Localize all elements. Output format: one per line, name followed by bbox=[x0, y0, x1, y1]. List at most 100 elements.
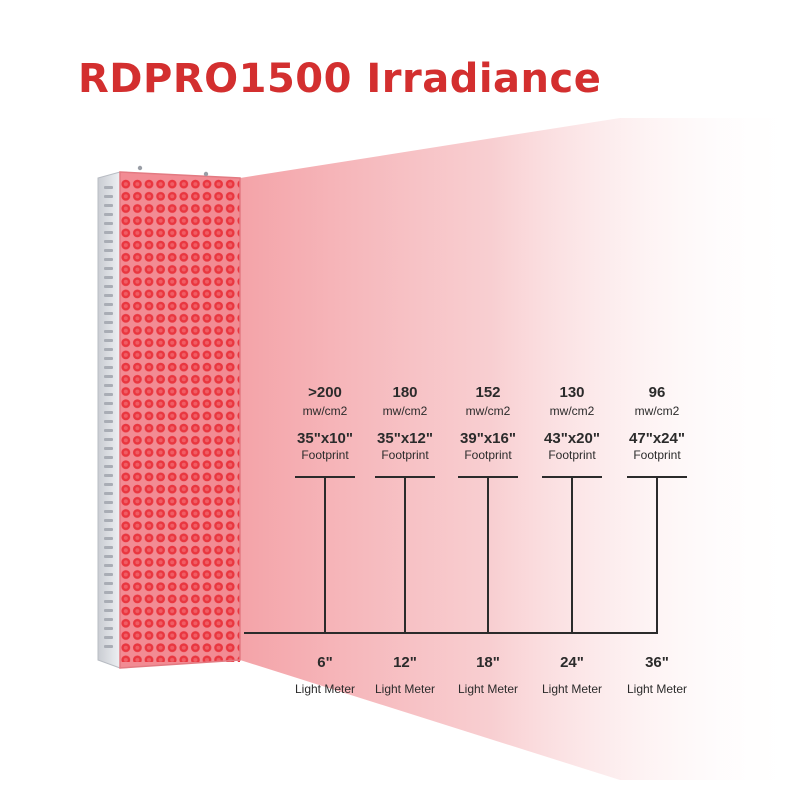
vent-slot bbox=[104, 321, 113, 324]
vent-slot bbox=[104, 222, 113, 225]
vent-slot bbox=[104, 546, 113, 549]
footprint-size: 35"x10" bbox=[297, 430, 353, 447]
vent-slot bbox=[104, 528, 113, 531]
vent-slot bbox=[104, 618, 113, 621]
distance-marker-line bbox=[656, 477, 658, 634]
irradiance-unit: mw/cm2 bbox=[382, 404, 428, 418]
vent-slot bbox=[104, 186, 113, 189]
led-array bbox=[120, 178, 240, 662]
footprint-size: 43"x20" bbox=[544, 430, 600, 447]
panel-vents bbox=[104, 186, 113, 648]
measurement-column: 130 mw/cm2 43"x20" Footprint bbox=[512, 384, 632, 462]
distance-column: 12" Light Meter bbox=[345, 654, 465, 696]
vent-slot bbox=[104, 231, 113, 234]
vent-slot bbox=[104, 249, 113, 252]
vent-slot bbox=[104, 510, 113, 513]
vent-slot bbox=[104, 501, 113, 504]
light-meter-label: Light Meter bbox=[374, 682, 436, 696]
light-meter-label: Light Meter bbox=[541, 682, 603, 696]
vent-slot bbox=[104, 519, 113, 522]
footprint-label: Footprint bbox=[548, 448, 596, 462]
distance-value: 24" bbox=[560, 654, 584, 671]
vent-slot bbox=[104, 267, 113, 270]
footprint-size: 39"x16" bbox=[460, 430, 516, 447]
vent-slot bbox=[104, 240, 113, 243]
vent-slot bbox=[104, 339, 113, 342]
vent-slot bbox=[104, 483, 113, 486]
vent-slot bbox=[104, 627, 113, 630]
vent-slot bbox=[104, 447, 113, 450]
irradiance-value: 96 bbox=[648, 384, 666, 401]
measurement-column: >200 mw/cm2 35"x10" Footprint bbox=[265, 384, 385, 462]
vent-slot bbox=[104, 645, 113, 648]
distance-column: 24" Light Meter bbox=[512, 654, 632, 696]
light-meter-label: Light Meter bbox=[294, 682, 356, 696]
irradiance-unit: mw/cm2 bbox=[465, 404, 511, 418]
vent-slot bbox=[104, 276, 113, 279]
vent-slot bbox=[104, 357, 113, 360]
vent-slot bbox=[104, 384, 113, 387]
irradiance-value: 130 bbox=[559, 384, 585, 401]
measurement-column: 152 mw/cm2 39"x16" Footprint bbox=[428, 384, 548, 462]
vent-slot bbox=[104, 636, 113, 639]
vent-slot bbox=[104, 312, 113, 315]
vent-slot bbox=[104, 375, 113, 378]
vent-slot bbox=[104, 609, 113, 612]
distance-value: 36" bbox=[645, 654, 669, 671]
vent-slot bbox=[104, 573, 113, 576]
vent-slot bbox=[104, 303, 113, 306]
distance-marker-line bbox=[487, 477, 489, 634]
vent-slot bbox=[104, 474, 113, 477]
footprint-label: Footprint bbox=[633, 448, 681, 462]
measurement-column: 180 mw/cm2 35"x12" Footprint bbox=[345, 384, 465, 462]
vent-slot bbox=[104, 213, 113, 216]
vent-slot bbox=[104, 420, 113, 423]
vent-slot bbox=[104, 555, 113, 558]
irradiance-value: 180 bbox=[392, 384, 418, 401]
distance-column: 18" Light Meter bbox=[428, 654, 548, 696]
vent-slot bbox=[104, 348, 113, 351]
irradiance-value: >200 bbox=[308, 384, 342, 401]
vent-slot bbox=[104, 366, 113, 369]
vent-slot bbox=[104, 537, 113, 540]
vent-slot bbox=[104, 600, 113, 603]
vent-slot bbox=[104, 258, 113, 261]
distance-value: 6" bbox=[317, 654, 333, 671]
vent-slot bbox=[104, 465, 113, 468]
vent-slot bbox=[104, 492, 113, 495]
footprint-size: 47"x24" bbox=[629, 430, 685, 447]
vent-slot bbox=[104, 393, 113, 396]
footprint-label: Footprint bbox=[464, 448, 512, 462]
distance-column: 6" Light Meter bbox=[265, 654, 385, 696]
hanging-hook-icon bbox=[203, 171, 209, 177]
hanging-hook-icon bbox=[137, 165, 143, 171]
distance-column: 36" Light Meter bbox=[597, 654, 717, 696]
vent-slot bbox=[104, 285, 113, 288]
irradiance-unit: mw/cm2 bbox=[549, 404, 595, 418]
vent-slot bbox=[104, 411, 113, 414]
vent-slot bbox=[104, 402, 113, 405]
vent-slot bbox=[104, 456, 113, 459]
distance-value: 12" bbox=[393, 654, 417, 671]
page-title: RDPRO1500 Irradiance bbox=[78, 56, 602, 102]
vent-slot bbox=[104, 582, 113, 585]
light-meter-label: Light Meter bbox=[457, 682, 519, 696]
vent-slot bbox=[104, 330, 113, 333]
irradiance-value: 152 bbox=[475, 384, 501, 401]
irradiance-unit: mw/cm2 bbox=[302, 404, 348, 418]
light-meter-label: Light Meter bbox=[626, 682, 688, 696]
vent-slot bbox=[104, 195, 113, 198]
distance-marker-line bbox=[571, 477, 573, 634]
vent-slot bbox=[104, 564, 113, 567]
vent-slot bbox=[104, 204, 113, 207]
vent-slot bbox=[104, 438, 113, 441]
distance-value: 18" bbox=[476, 654, 500, 671]
measurement-column: 96 mw/cm2 47"x24" Footprint bbox=[597, 384, 717, 462]
vent-slot bbox=[104, 591, 113, 594]
footprint-label: Footprint bbox=[381, 448, 429, 462]
footprint-label: Footprint bbox=[301, 448, 349, 462]
vent-slot bbox=[104, 294, 113, 297]
distance-marker-line bbox=[404, 477, 406, 634]
